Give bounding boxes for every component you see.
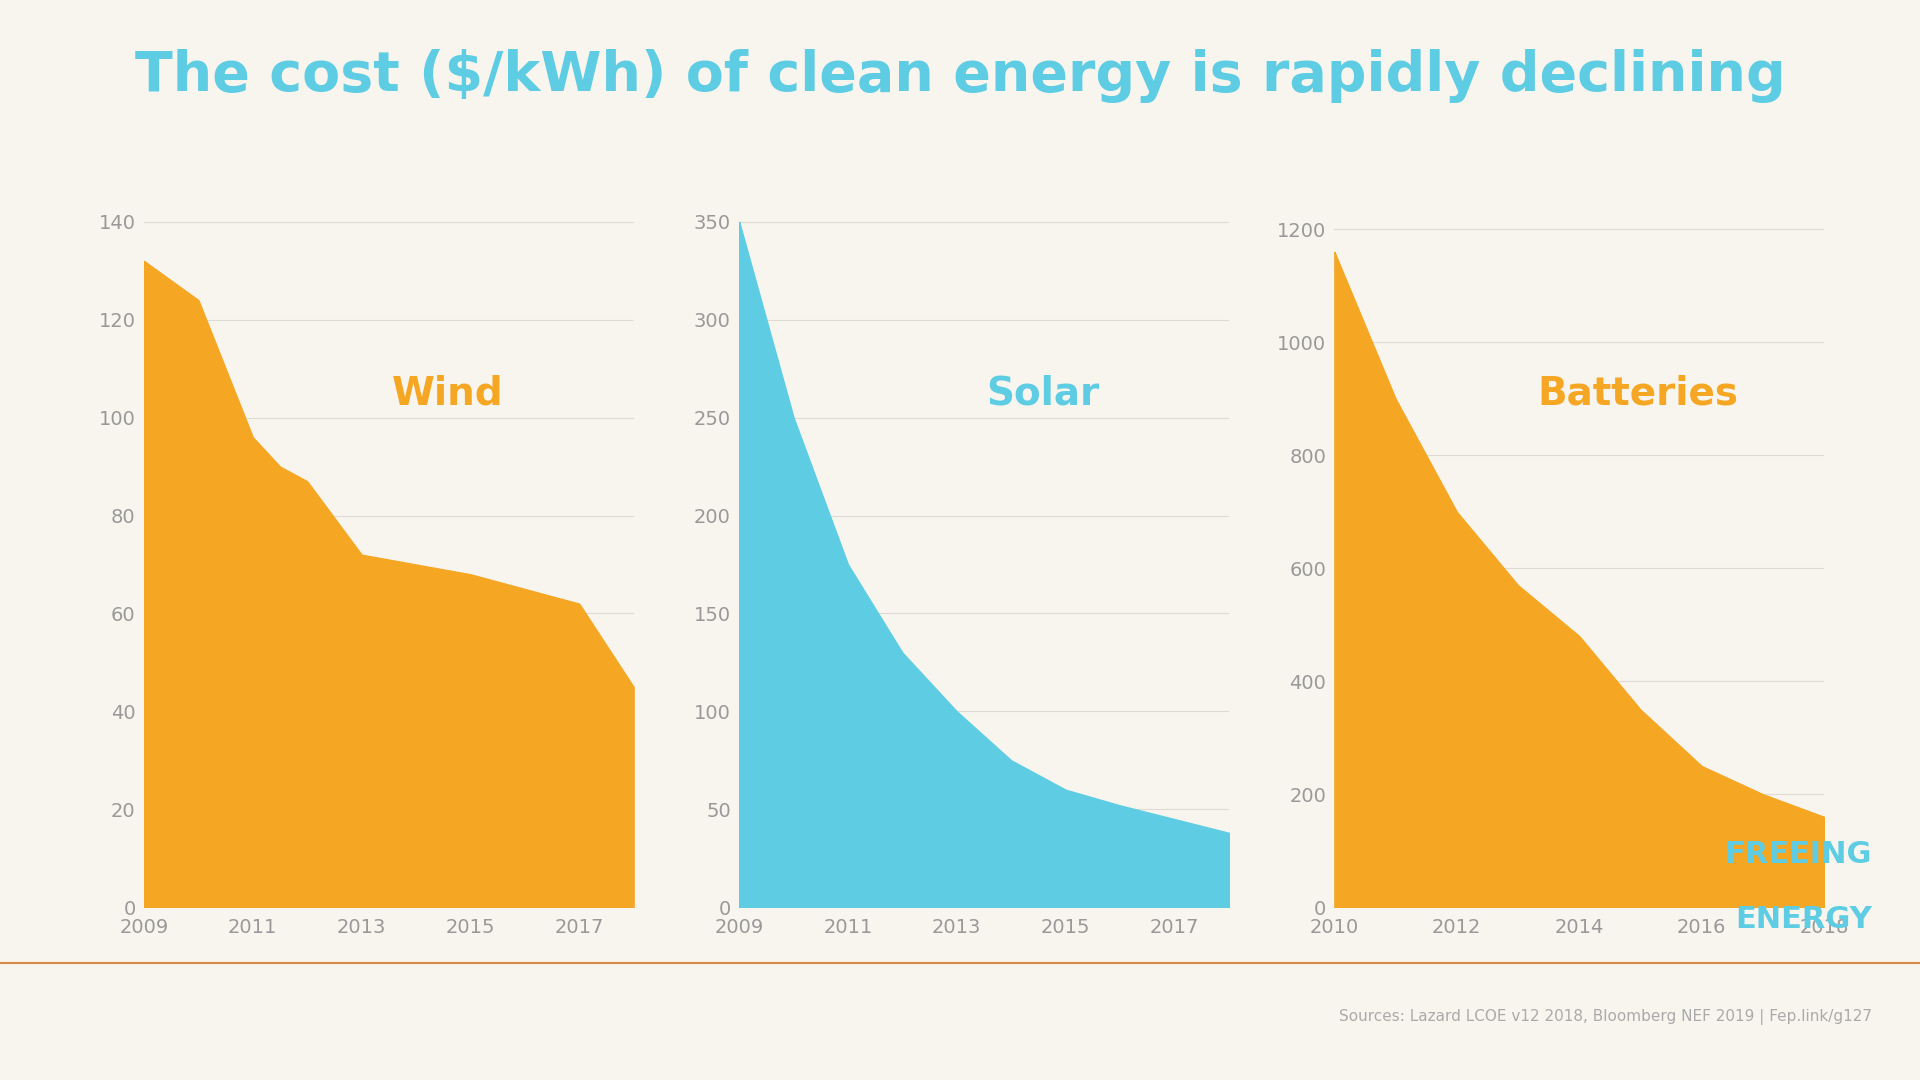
Text: Sources: Lazard LCOE v12 2018, Bloomberg NEF 2019 | Fep.link/g127: Sources: Lazard LCOE v12 2018, Bloomberg… [1338,1010,1872,1025]
Text: Solar: Solar [987,374,1100,413]
Text: Batteries: Batteries [1538,374,1738,413]
Text: FREEING: FREEING [1724,840,1872,869]
Text: Wind: Wind [392,374,503,413]
Text: The cost ($/kWh) of clean energy is rapidly declining: The cost ($/kWh) of clean energy is rapi… [134,49,1786,103]
Text: ENERGY: ENERGY [1736,905,1872,934]
